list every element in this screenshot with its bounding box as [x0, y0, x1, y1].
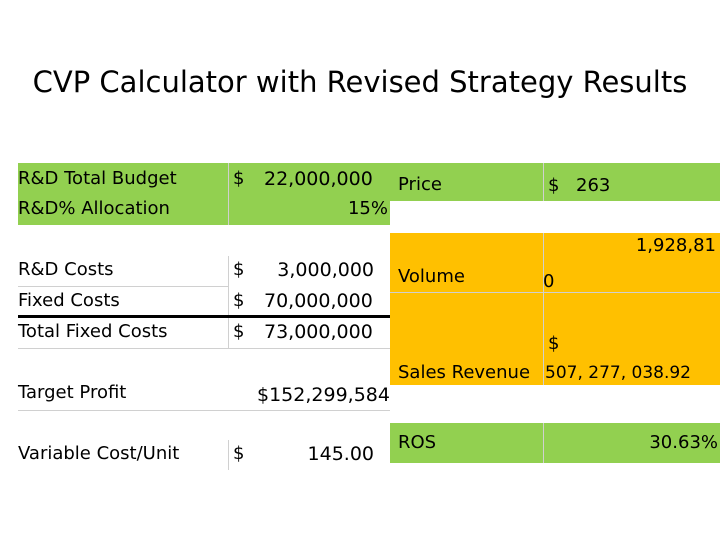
- price-value: 263: [576, 175, 611, 196]
- total-fixed-costs-currency: $: [233, 321, 245, 342]
- sales-revenue-currency: $: [548, 333, 560, 354]
- volume-label: Volume: [398, 266, 465, 287]
- rd-total-budget-currency: $: [233, 168, 245, 189]
- page-title: CVP Calculator with Revised Strategy Res…: [32, 65, 688, 99]
- rd-costs-value: 3,000,000: [277, 259, 374, 281]
- volume-revenue-block: [390, 233, 720, 385]
- total-rule: [18, 315, 390, 318]
- ros-label: ROS: [398, 432, 437, 453]
- rd-costs-currency: $: [233, 259, 245, 280]
- price-row: [390, 163, 720, 201]
- volume-value-line2: 0: [543, 271, 555, 292]
- total-fixed-costs-label: Total Fixed Costs: [18, 321, 168, 342]
- variable-cost-unit-value: 145.00: [307, 443, 374, 465]
- fixed-costs-value: 70,000,000: [264, 290, 373, 312]
- rd-allocation-label: R&D% Allocation: [18, 198, 170, 219]
- ros-row: [390, 423, 720, 463]
- sales-revenue-label: Sales Revenue: [398, 362, 531, 383]
- volume-value-line1: 1,928,81: [635, 235, 716, 256]
- rd-budget-block: [18, 163, 390, 225]
- variable-cost-unit-label: Variable Cost/Unit: [18, 443, 180, 464]
- target-profit-label: Target Profit: [18, 382, 127, 403]
- total-fixed-costs-value: 73,000,000: [264, 321, 373, 343]
- rd-total-budget-value: 22,000,000: [264, 168, 373, 190]
- rd-allocation-value: 15%: [347, 198, 388, 219]
- fixed-costs-label: Fixed Costs: [18, 290, 120, 311]
- fixed-costs-currency: $: [233, 290, 245, 311]
- sales-revenue-value: 507, 277, 038.92: [545, 363, 691, 383]
- price-label: Price: [398, 174, 442, 195]
- rd-costs-label: R&D Costs: [18, 259, 114, 280]
- ros-value: 30.63%: [649, 432, 718, 453]
- variable-cost-unit-currency: $: [233, 443, 245, 464]
- rd-total-budget-label: R&D Total Budget: [18, 168, 177, 189]
- price-currency: $: [548, 175, 560, 196]
- target-profit-value: $152,299,584: [257, 384, 390, 406]
